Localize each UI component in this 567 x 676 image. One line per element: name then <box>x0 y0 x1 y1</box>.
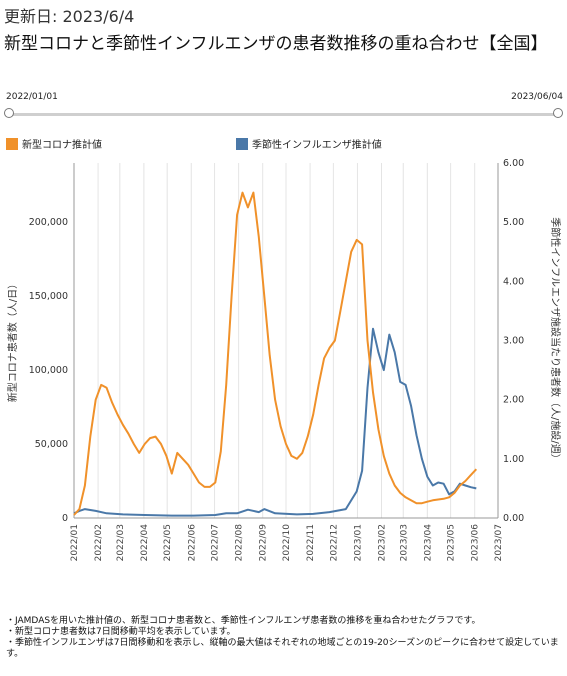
legend-label-flu: 季節性インフルエンザ推計値 <box>252 140 382 151</box>
legend-swatch-flu <box>236 137 248 150</box>
right-axis-title: 季節性インフルエンザ施設当たり患者数（人/施設/週） <box>549 217 562 463</box>
note-line: ・JAMDASを用いた推計値の、新型コロナ患者数と、季節性インフルエンザ患者数の… <box>6 616 481 626</box>
x-tick-label: 2023/06 <box>471 524 481 562</box>
right-y-tick-label: 3.00 <box>503 336 524 347</box>
right-y-tick-label: 1.00 <box>503 454 524 465</box>
range-end-label: 2023/06/04 <box>511 92 563 102</box>
x-tick-label: 2023/01 <box>353 524 363 561</box>
x-tick-label: 2023/05 <box>447 524 457 561</box>
right-y-tick-label: 4.00 <box>503 276 524 287</box>
left-y-tick-label: 0 <box>62 513 68 524</box>
x-tick-label: 2023/07 <box>494 524 504 561</box>
left-y-tick-label: 200,000 <box>29 217 68 228</box>
right-y-tick-label: 5.00 <box>503 217 524 228</box>
covid-series-line <box>73 191 478 516</box>
line-chart: 2022/01 2022/02 2022/03 2022/04 2022/05 2022/… <box>6 158 562 562</box>
legend-label-covid: 新型コロナ推計値 <box>22 140 102 151</box>
x-tick-label: 2022/08 <box>235 524 245 562</box>
right-y-tick-label: 0.00 <box>503 513 524 524</box>
x-tick-label: 2022/07 <box>211 524 221 561</box>
page-title: 新型コロナと季節性インフルエンザの患者数推移の重ね合わせ【全国】 <box>4 34 548 54</box>
flu-series-line <box>73 327 477 517</box>
legend-item-covid[interactable]: 新型コロナ推計値 <box>6 136 102 151</box>
x-tick-label: 2022/03 <box>116 524 126 561</box>
x-tick-label: 2022/09 <box>259 524 269 562</box>
x-tick-label: 2022/06 <box>187 524 197 562</box>
x-tick-label: 2022/10 <box>282 524 292 562</box>
date-range-slider-track[interactable] <box>9 113 558 116</box>
x-tick-label: 2023/02 <box>378 524 388 561</box>
legend-item-flu[interactable]: 季節性インフルエンザ推計値 <box>236 136 382 151</box>
left-axis-title: 新型コロナ患者数（人/日） <box>6 279 19 402</box>
x-tick-label: 2022/01 <box>70 524 80 561</box>
left-y-tick-label: 100,000 <box>29 365 68 376</box>
x-tick-label: 2022/12 <box>329 524 339 561</box>
range-end-handle[interactable] <box>553 108 563 118</box>
note-line: ・新型コロナ患者数は7日間移動平均を表示しています。 <box>6 627 236 637</box>
x-tick-label: 2023/04 <box>423 524 433 562</box>
right-y-tick-label: 2.00 <box>503 395 524 406</box>
left-y-tick-label: 50,000 <box>35 439 68 450</box>
x-tick-label: 2022/02 <box>94 524 104 561</box>
note-line: ・季節性インフルエンザは7日間移動和を表示し、縦軸の最大値はそれぞれの地域ごとの… <box>6 638 559 659</box>
right-y-tick-label: 6.00 <box>503 158 524 169</box>
chart-notes: ・JAMDASを用いた推計値の、新型コロナ患者数と、季節性インフルエンザ患者数の… <box>6 616 562 660</box>
left-y-tick-label: 150,000 <box>29 291 68 302</box>
x-tick-label: 2022/11 <box>306 524 316 561</box>
x-tick-label: 2022/04 <box>140 524 150 562</box>
x-tick-label: 2022/05 <box>163 524 173 561</box>
range-start-handle[interactable] <box>4 108 14 118</box>
x-tick-label: 2023/03 <box>399 524 409 561</box>
legend-swatch-covid <box>6 137 18 150</box>
range-start-label: 2022/01/01 <box>6 92 58 102</box>
updated-date: 更新日: 2023/6/4 <box>4 7 135 26</box>
